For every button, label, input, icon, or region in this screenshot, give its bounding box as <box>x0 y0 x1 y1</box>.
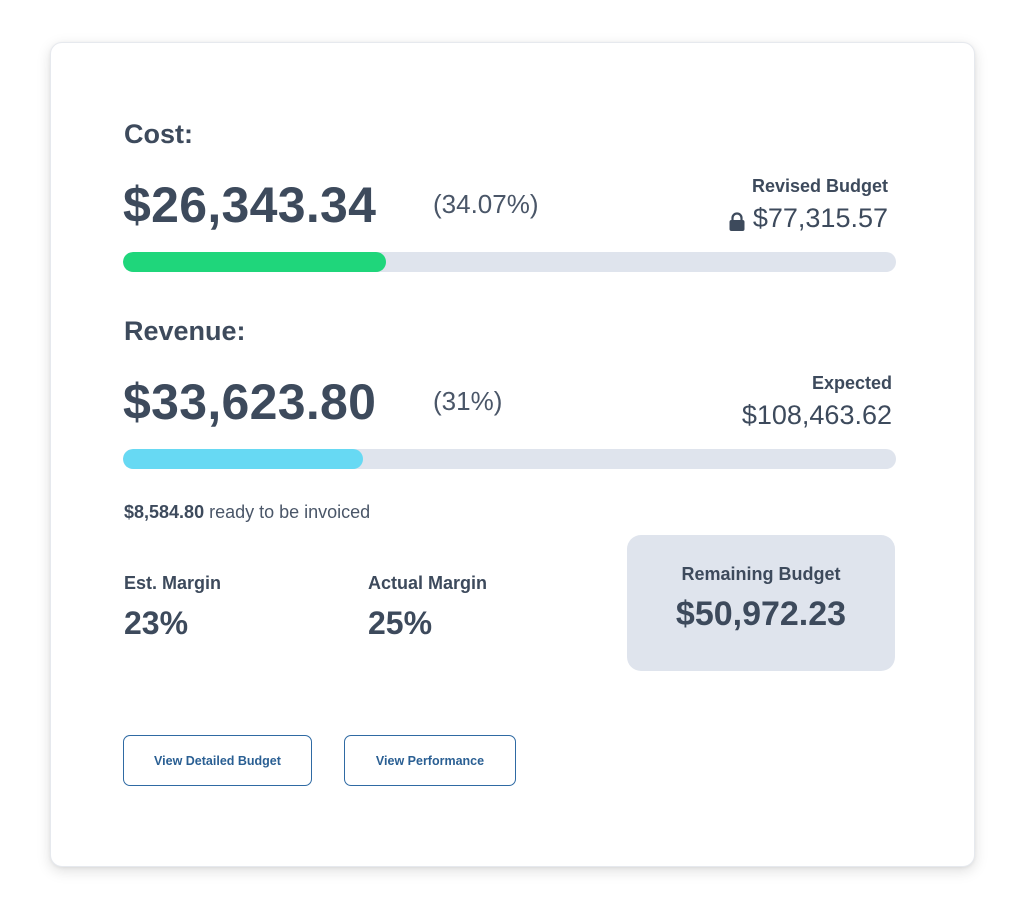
remaining-budget-box: Remaining Budget $50,972.23 <box>627 535 895 671</box>
actual-margin-value: 25% <box>368 605 433 641</box>
cost-heading: Cost: <box>124 119 193 149</box>
cost-progress-track <box>123 252 896 272</box>
cost-amount: $26,343.34 <box>123 177 377 233</box>
view-performance-button[interactable]: View Performance <box>344 735 516 786</box>
remaining-budget-value: $50,972.23 <box>675 595 847 633</box>
revised-budget-label: Revised Budget <box>751 176 888 196</box>
actual-margin-label: Actual Margin <box>368 573 488 593</box>
ready-to-invoice-text: $8,584.80 ready to be invoiced <box>124 503 370 521</box>
revenue-progress-fill <box>123 449 363 469</box>
expected-label: Expected <box>811 373 892 393</box>
ready-to-invoice-label: ready to be invoiced <box>209 502 371 522</box>
lock-icon <box>728 210 746 231</box>
revenue-progress-track <box>123 449 896 469</box>
expected-value: $108,463.62 <box>741 400 892 430</box>
cost-percent: (34.07%) <box>433 189 539 219</box>
view-detailed-budget-button[interactable]: View Detailed Budget <box>123 735 312 786</box>
revised-budget-amount: $77,315.57 <box>752 203 888 233</box>
ready-to-invoice-amount: $8,584.80 <box>124 502 205 522</box>
revenue-heading: Revenue: <box>124 316 246 346</box>
est-margin-label: Est. Margin <box>124 573 222 593</box>
est-margin-value: 23% <box>124 605 189 641</box>
revised-budget-value: $77,315.57 <box>728 205 888 232</box>
budget-summary-card: Cost: $26,343.34 (34.07%) Revised Budget… <box>50 42 975 867</box>
revenue-amount: $33,623.80 <box>123 374 377 430</box>
remaining-budget-label: Remaining Budget <box>681 564 841 584</box>
revenue-percent: (31%) <box>433 386 503 416</box>
cost-progress-fill <box>123 252 387 272</box>
